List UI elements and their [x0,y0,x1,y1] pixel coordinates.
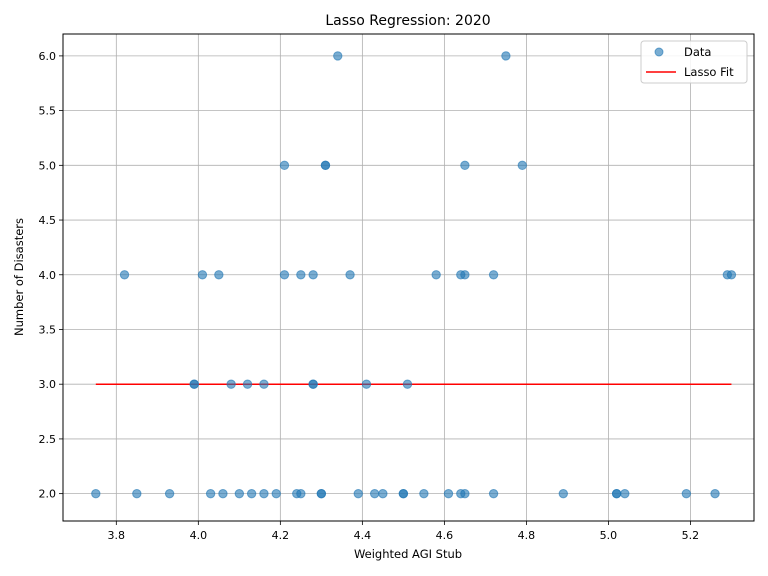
y-tick-label: 2.0 [39,488,57,501]
data-point [402,379,413,389]
data-point [242,379,253,389]
data-point [419,488,429,499]
y-axis-label: Number of Disasters [12,218,26,336]
legend-data-marker [654,47,664,57]
data-point [398,488,409,499]
data-point [710,488,720,499]
data-point [279,160,290,171]
scatter-points [91,51,737,499]
x-tick-label: 3.8 [108,529,126,542]
data-point [443,488,454,499]
y-tick-label: 4.0 [39,269,57,282]
data-point [501,51,511,61]
y-tick-label: 6.0 [39,50,57,63]
data-point [431,270,441,280]
data-point [308,379,318,389]
data-point [164,488,175,499]
x-tick-label: 4.8 [518,529,536,542]
x-tick-label: 5.2 [682,529,700,542]
data-point [353,488,363,499]
data-point [726,270,737,280]
y-tick-label: 5.5 [39,105,57,118]
data-point [488,488,499,499]
x-tick-label: 5.0 [600,529,618,542]
plot-frame [62,33,755,522]
x-axis-ticks: 3.8 4.0 4.2 4.4 4.6 4.8 5.0 5.2 [108,521,700,542]
y-tick-label: 2.5 [39,433,57,446]
data-point [271,488,281,499]
x-tick-label: 4.0 [190,529,208,542]
data-point [333,51,343,61]
data-point [226,379,236,389]
data-point [460,488,470,499]
data-point [296,488,306,499]
data-point [279,270,290,280]
data-point [378,488,388,499]
chart-title: Lasso Regression: 2020 [325,13,490,29]
data-point [681,488,692,499]
y-tick-label: 5.0 [39,159,57,172]
y-tick-label: 3.5 [39,323,57,336]
data-point [620,488,630,499]
x-axis-label: Weighted AGI Stub [354,547,462,561]
data-point [369,488,380,499]
data-point [611,488,622,499]
data-point [132,488,142,499]
data-point [320,160,331,171]
legend-fit-label: Lasso Fit [684,65,734,79]
x-tick-label: 4.6 [436,529,454,542]
data-point [234,488,245,499]
data-point [205,488,216,499]
data-point [517,160,527,171]
data-point [296,270,306,280]
data-point [488,270,499,280]
data-point [308,270,318,280]
y-tick-label: 3.0 [39,378,57,391]
data-point [345,270,355,280]
data-point [558,488,569,499]
data-point [259,488,269,499]
data-point [460,160,470,171]
data-point [361,379,372,389]
data-point [91,488,101,499]
x-tick-label: 4.4 [354,529,372,542]
data-point [460,270,470,280]
legend-data-label: Data [684,45,711,59]
x-tick-label: 4.2 [272,529,290,542]
data-point [197,270,208,280]
data-point [316,488,327,499]
data-point [246,488,257,499]
y-axis-ticks: 2.0 2.5 3.0 3.5 4.0 4.5 5.0 5.5 6.0 [39,50,63,501]
data-point [214,270,224,280]
data-point [218,488,228,499]
data-point [259,379,269,389]
y-tick-label: 4.5 [39,214,57,227]
data-point [189,379,199,389]
legend: Data Lasso Fit [640,40,748,84]
data-point [119,270,130,280]
